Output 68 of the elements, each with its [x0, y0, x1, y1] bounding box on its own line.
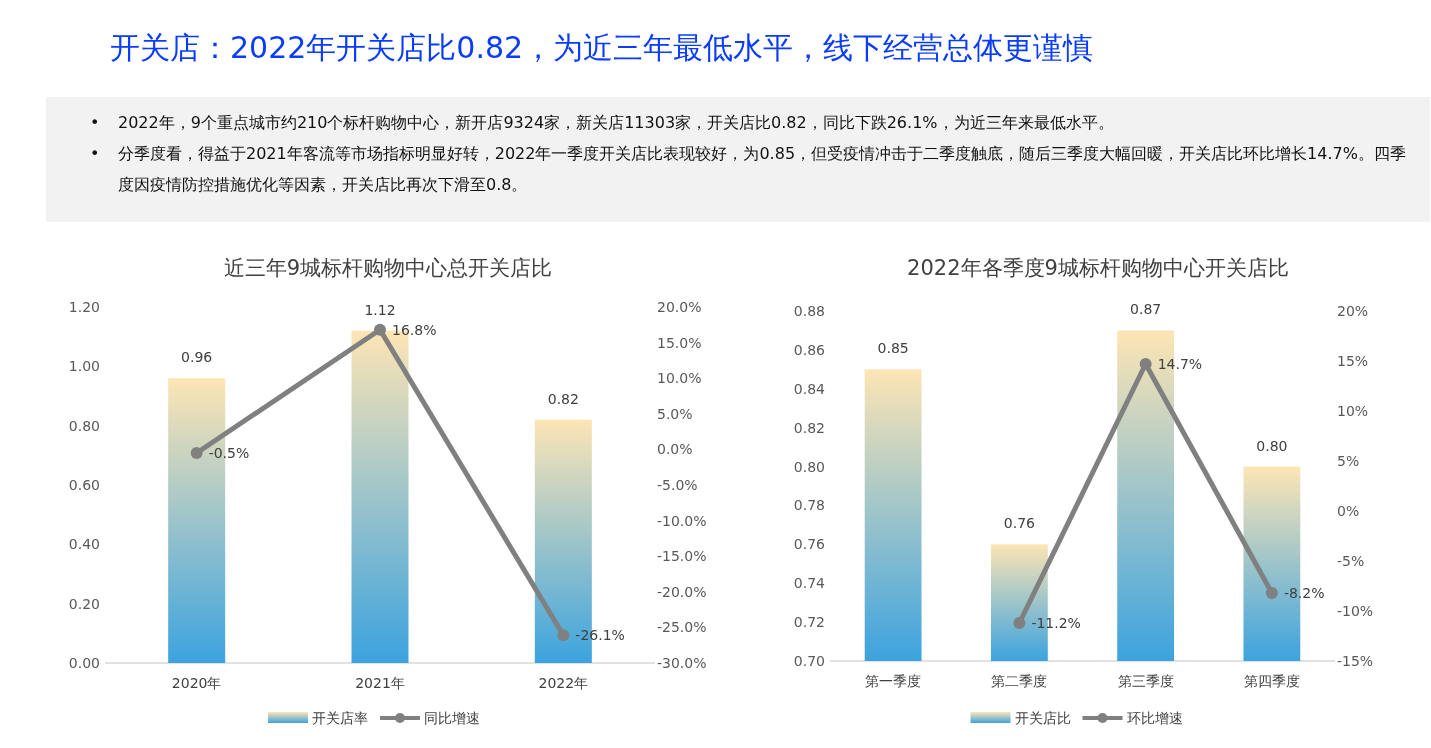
- legend-label: 同比增速: [424, 710, 480, 726]
- y2-tick-label: 20.0%: [657, 299, 702, 315]
- legend-label: 开关店率: [312, 710, 368, 726]
- y-tick-label: 0.86: [793, 341, 826, 358]
- x-tick-label: 2020年: [171, 675, 222, 691]
- chart-title: 2022年各季度9城标杆购物中心开关店比: [907, 256, 1289, 280]
- y-tick-label: 0.00: [68, 655, 100, 671]
- y-tick-label: 0.88: [793, 303, 825, 319]
- y2-tick-label: 0.0%: [657, 441, 693, 458]
- y-tick-label: 0.84: [793, 380, 826, 397]
- legend-label: 环比增速: [1126, 710, 1183, 726]
- x-tick-label: 2021年: [355, 675, 405, 691]
- y2-tick-label: -10%: [1337, 603, 1374, 619]
- y-tick-label: 0.80: [793, 458, 825, 475]
- text: • 2022年，9个重点城市约210个标杆购物中心，新开店9324家，新关店11303家，开关店比0.82，同比下跌26.1%，为近三年来最低水平。: [90, 112, 1114, 134]
- y2-tick-label: 20%: [1337, 303, 1369, 319]
- y2-tick-label: 5.0%: [657, 405, 693, 422]
- y2-tick-label: 0%: [1337, 503, 1360, 519]
- data-label: 14.7%: [1157, 356, 1203, 372]
- y-tick-label: 0.78: [793, 497, 825, 514]
- y2-tick-label: -5%: [1337, 553, 1365, 569]
- y-tick-label: 0.40: [68, 536, 100, 553]
- y2-tick-label: -25.0%: [657, 619, 707, 636]
- y2-tick-label: -10.0%: [657, 512, 707, 529]
- text: 开关店：2022年开关店比0.82，为近三年最低水平，线下经营总体更谨慎: [110, 29, 1094, 67]
- y2-tick-label: -15%: [1337, 653, 1374, 669]
- point: [1013, 617, 1026, 629]
- data-label: 0.87: [1130, 301, 1162, 318]
- point: [190, 446, 203, 459]
- x-tick-label: 2022年: [538, 675, 589, 691]
- y2-tick-label: 15%: [1337, 353, 1369, 369]
- y2-tick-label: -20.0%: [657, 583, 707, 600]
- y2-tick-label: 15.0%: [657, 334, 702, 351]
- data-label: 0.85: [877, 340, 909, 357]
- y-tick-label: 0.74: [793, 575, 826, 592]
- y-tick-label: 0.72: [793, 614, 825, 631]
- legend-label: 开关店比: [1014, 710, 1071, 726]
- chart-title: 近三年9城标杆购物中心总开关店比: [223, 256, 553, 280]
- y-tick-label: 0.80: [68, 417, 100, 434]
- y2-tick-label: -5.0%: [657, 477, 698, 493]
- point: [1139, 358, 1152, 370]
- data-label: 1.12: [364, 301, 396, 318]
- y2-tick-label: 10%: [1337, 403, 1369, 419]
- text: • 分季度看，得益于2021年客流等市场指标明显好转，2022年一季度开关店比表现较好，为0.85，但受疫情冲击于二季度触底，随后三季度大幅回暖，开关店比环比增长14.7%。四季度因疫情防控措施优化等因素，开关店比再次下滑至0.8。: [90, 143, 1407, 196]
- point: [1265, 587, 1278, 599]
- y-tick-label: 0.60: [68, 477, 100, 493]
- point: [557, 629, 570, 642]
- data-label: 0.82: [547, 390, 579, 407]
- x-tick-label: 第四季度: [1243, 673, 1300, 689]
- data-label: 0.80: [1256, 437, 1288, 454]
- data-label: 16.8%: [392, 321, 437, 338]
- x-tick-label: 第一季度: [865, 673, 922, 689]
- y-tick-label: 0.76: [793, 536, 826, 553]
- y-tick-label: 1.20: [68, 299, 100, 315]
- point: [374, 323, 386, 336]
- y-tick-label: 0.82: [793, 419, 825, 436]
- x-tick-label: 第三季度: [1117, 673, 1174, 689]
- y2-tick-label: -15.0%: [657, 548, 707, 565]
- y2-tick-label: -30.0%: [657, 655, 707, 671]
- y2-tick-label: 5%: [1337, 453, 1360, 469]
- data-label: 0.96: [181, 349, 213, 366]
- data-label: 0.76: [1003, 515, 1036, 532]
- y-tick-label: 0.70: [793, 653, 825, 669]
- y2-tick-label: 10.0%: [657, 370, 702, 387]
- data-label: -0.5%: [208, 444, 250, 461]
- x-tick-label: 第二季度: [991, 673, 1048, 689]
- y-tick-label: 0.20: [68, 595, 100, 612]
- y-tick-label: 1.00: [68, 358, 100, 375]
